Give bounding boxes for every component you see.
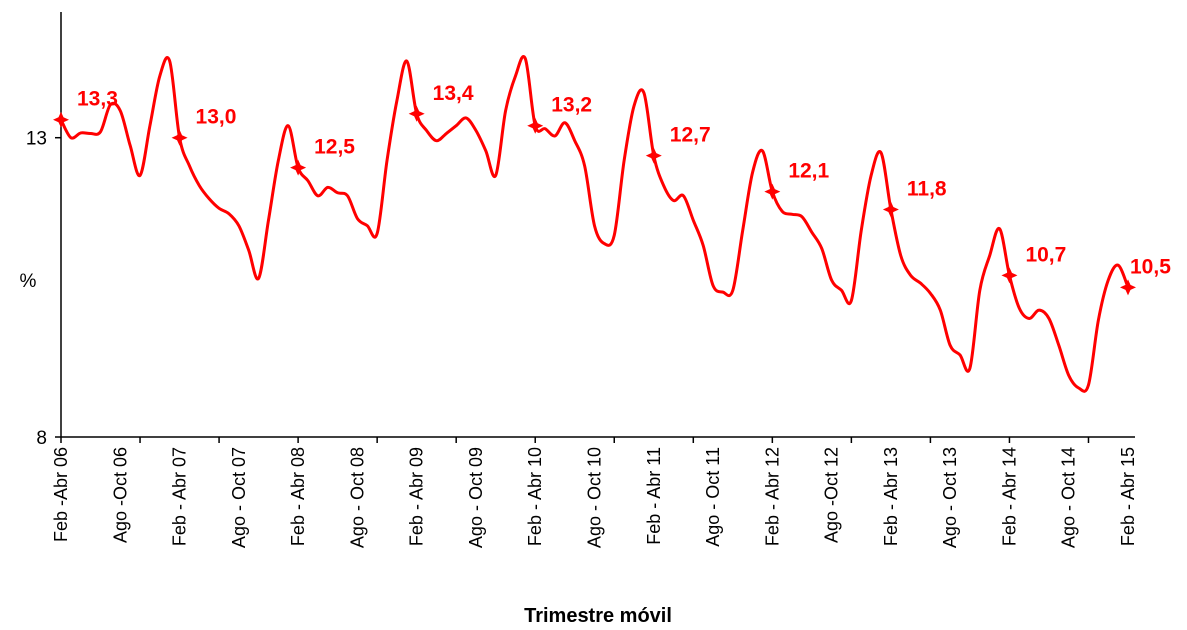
y-tick-label: 8 xyxy=(36,428,47,449)
y-tick-label: 13 xyxy=(26,129,47,150)
data-label: 10,5 xyxy=(1130,255,1171,278)
data-marker xyxy=(527,117,544,134)
data-label: 13,4 xyxy=(433,82,474,105)
data-label: 12,7 xyxy=(670,124,711,147)
data-marker xyxy=(764,183,781,200)
x-tick-label: Ago - Oct 10 xyxy=(585,447,605,548)
x-tick-label: Ago - Oct 08 xyxy=(347,447,367,548)
data-marker xyxy=(171,129,188,146)
x-tick-label: Feb - Abr 13 xyxy=(881,447,901,546)
data-label: 13,2 xyxy=(551,94,592,117)
x-tick-label: Feb - Abr 10 xyxy=(525,447,545,546)
data-label: 12,1 xyxy=(788,160,829,183)
x-tick-label: Feb - Abr 11 xyxy=(644,447,664,545)
data-marker xyxy=(645,147,662,164)
x-tick-label: Feb -Abr 06 xyxy=(51,447,71,542)
data-label: 10,7 xyxy=(1025,243,1066,266)
x-axis-title: Trimestre móvil xyxy=(524,605,672,627)
data-marker xyxy=(290,159,307,176)
x-tick-label: Ago - Oct 07 xyxy=(229,447,249,548)
x-tick-label: Feb - Abr 15 xyxy=(1118,447,1138,546)
data-marker xyxy=(882,201,899,218)
data-label: 12,5 xyxy=(314,136,355,159)
y-axis-title: % xyxy=(20,271,37,292)
data-label: 13,0 xyxy=(196,106,237,129)
data-label: 13,3 xyxy=(77,88,118,111)
data-label: 11,8 xyxy=(907,178,947,201)
x-tick-label: Feb - Abr 07 xyxy=(170,447,190,546)
data-marker xyxy=(1001,267,1018,284)
data-marker xyxy=(408,105,425,122)
x-tick-label: Ago -Oct 12 xyxy=(822,447,842,543)
x-tick-label: Feb - Abr 12 xyxy=(762,447,782,546)
data-marker xyxy=(53,111,69,128)
x-tick-label: Ago - Oct 09 xyxy=(466,447,486,548)
series-line xyxy=(59,55,1130,393)
data-marker xyxy=(1120,279,1136,296)
x-tick-label: Feb - Abr 14 xyxy=(999,447,1019,546)
x-tick-label: Ago -Oct 06 xyxy=(110,447,130,543)
x-tick-label: Ago - Oct 13 xyxy=(940,447,960,548)
x-tick-label: Feb - Abr 09 xyxy=(407,447,427,546)
x-tick-label: Feb - Abr 08 xyxy=(288,447,308,546)
x-tick-label: Ago - Oct 14 xyxy=(1059,447,1079,548)
x-tick-label: Ago - Oct 11 xyxy=(703,447,723,547)
